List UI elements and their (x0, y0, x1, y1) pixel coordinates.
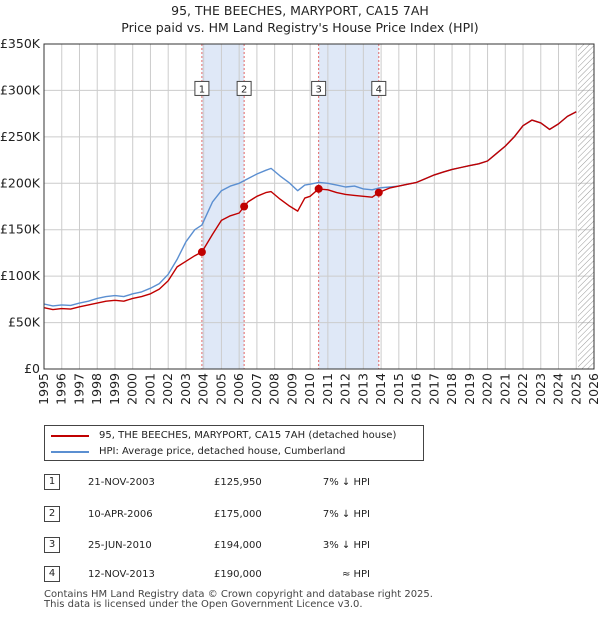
sale-label: 3 (315, 84, 321, 95)
y-tick-label: £100K (0, 268, 41, 283)
transaction-price: £125,950 (214, 477, 262, 488)
y-tick-label: £250K (0, 129, 41, 144)
sale-label: 2 (241, 84, 247, 95)
sale-point (314, 184, 323, 193)
x-tick-label: 2024 (551, 373, 566, 405)
transaction-hpi-diff: ≈ HPI (341, 569, 370, 580)
x-tick-label: 1995 (36, 373, 51, 405)
sale-label-box (371, 80, 387, 96)
footer-licence: This data is licensed under the Open Gov… (44, 599, 363, 610)
x-tick-label: 2010 (302, 373, 317, 405)
x-tick-label: 2007 (249, 373, 264, 405)
transaction-date: 25-JUN-2010 (88, 540, 152, 551)
x-tick-label: 2013 (355, 373, 370, 405)
x-tick-label: 2000 (125, 373, 140, 405)
y-tick-label: £350K (0, 36, 41, 51)
transaction-number: 2 (44, 506, 60, 522)
x-tick-label: 2001 (142, 373, 157, 405)
transaction-date: 21-NOV-2003 (88, 477, 155, 488)
transaction-number: 1 (44, 474, 60, 490)
transaction-hpi-diff: 7% ↓ HPI (322, 477, 370, 488)
price-chart: £0 £50K £100K £150K £200K £250K £300K £350K 1995… (0, 36, 600, 405)
transaction-price: £175,000 (214, 509, 262, 520)
legend-swatch-hpi (51, 451, 89, 453)
sale-label: 4 (376, 84, 382, 95)
transaction-hpi-diff: 7% ↓ HPI (322, 509, 370, 520)
x-tick-label: 1998 (89, 373, 104, 405)
x-tick-label: 2022 (515, 373, 530, 405)
footer-copyright: Contains HM Land Registry data © Crown c… (44, 589, 433, 600)
x-tick-label: 2021 (497, 373, 512, 405)
x-tick-label: 2012 (338, 373, 353, 405)
x-tick-label: 2009 (284, 373, 299, 405)
x-tick-label: 2003 (178, 373, 193, 405)
sale-point (374, 188, 383, 197)
transaction-row: 1 21-NOV-2003 £125,950 7% ↓ HPI (0, 474, 600, 492)
footer: Contains HM Land Registry data © Crown c… (44, 590, 433, 610)
transaction-number: 4 (44, 566, 60, 582)
sale-label: 1 (199, 84, 205, 95)
gridlines (43, 43, 595, 370)
y-tick-label: £0 (24, 361, 40, 376)
future-hatch-area (578, 44, 594, 369)
transaction-row: 4 12-NOV-2013 £190,000 ≈ HPI (0, 566, 600, 584)
x-tick-label: 1997 (71, 373, 86, 405)
x-tick-label: 2026 (586, 373, 600, 405)
transaction-hpi-diff: 3% ↓ HPI (322, 540, 370, 551)
x-tick-label: 2020 (480, 373, 495, 405)
transaction-price: £194,000 (214, 540, 262, 551)
transaction-date: 10-APR-2006 (88, 509, 153, 520)
sale-label-box (311, 80, 327, 96)
axes: £0 £50K £100K £150K £200K £250K £300K £350K 1995… (0, 36, 600, 405)
x-tick-label: 2006 (231, 373, 246, 405)
shaded-period (201, 44, 245, 369)
y-tick-label: £50K (8, 315, 41, 330)
x-tick-label: 2014 (373, 373, 388, 405)
legend-label-property: 95, THE BEECHES, MARYPORT, CA15 7AH (det… (99, 430, 397, 441)
shaded-periods (201, 44, 380, 369)
legend-label-hpi: HPI: Average price, detached house, Cumb… (99, 446, 346, 457)
sale-point (197, 248, 206, 257)
legend: 95, THE BEECHES, MARYPORT, CA15 7AH (det… (44, 425, 424, 461)
x-tick-label: 2025 (568, 373, 583, 405)
shaded-period (318, 44, 379, 369)
x-tick-label: 2016 (409, 373, 424, 405)
future-hatch (578, 44, 594, 369)
sale-markers: 1 2 3 4 (194, 80, 387, 257)
series-lines (43, 111, 577, 311)
x-tick-label: 2017 (426, 373, 441, 405)
title-line-2: Price paid vs. HM Land Registry's House … (121, 20, 479, 35)
legend-swatch-property (51, 435, 89, 437)
x-tick-label: 2005 (213, 373, 228, 405)
transaction-row: 3 25-JUN-2010 £194,000 3% ↓ HPI (0, 537, 600, 555)
x-tick-label: 2015 (391, 373, 406, 405)
x-tick-label: 1996 (54, 373, 69, 405)
x-tick-label: 2011 (320, 373, 335, 405)
x-tick-label: 2008 (267, 373, 282, 405)
y-tick-label: £200K (0, 175, 41, 190)
y-tick-label: £300K (0, 82, 41, 97)
x-tick-label: 2004 (196, 373, 211, 405)
x-tick-label: 2018 (444, 373, 459, 405)
sale-point (240, 202, 249, 211)
plot-frame (43, 43, 595, 370)
transaction-row: 2 10-APR-2006 £175,000 7% ↓ HPI (0, 506, 600, 524)
x-tick-label: 2019 (462, 373, 477, 405)
x-tick-label: 2023 (533, 373, 548, 405)
transaction-price: £190,000 (214, 569, 262, 580)
transaction-number: 3 (44, 537, 60, 553)
chart-title: 95, THE BEECHES, MARYPORT, CA15 7AH Pric… (0, 2, 600, 36)
property-line (43, 111, 577, 311)
sale-label-box (194, 80, 210, 96)
x-tick-label: 1999 (107, 373, 122, 405)
transaction-date: 12-NOV-2013 (88, 569, 155, 580)
y-tick-label: £150K (0, 222, 41, 237)
x-tick-label: 2002 (160, 373, 175, 405)
sale-label-box (236, 80, 252, 96)
title-line-1: 95, THE BEECHES, MARYPORT, CA15 7AH (171, 3, 429, 18)
